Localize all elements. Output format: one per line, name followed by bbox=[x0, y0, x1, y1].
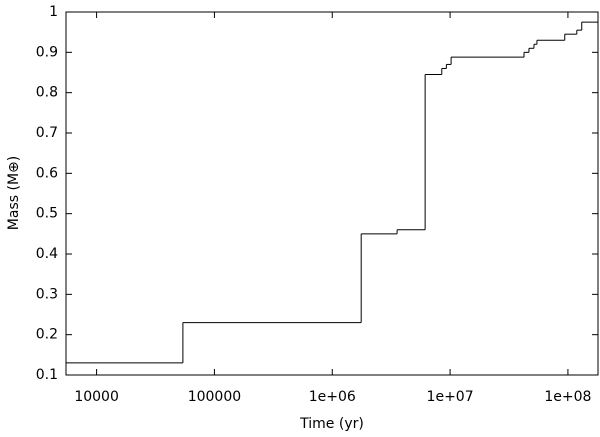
y-tick-label: 0.2 bbox=[36, 327, 58, 343]
plot-frame bbox=[65, 11, 599, 376]
x-tick-label: 1e+06 bbox=[309, 389, 356, 405]
y-tick-label: 0.9 bbox=[36, 44, 58, 60]
y-tick-label: 0.1 bbox=[36, 367, 58, 383]
y-tick-label: 0.4 bbox=[36, 246, 58, 262]
y-tick-label: 1 bbox=[49, 4, 58, 20]
y-tick-label: 0.8 bbox=[36, 85, 58, 101]
y-axis-label: Mass (M⊕) bbox=[6, 156, 22, 230]
x-tick-label: 100000 bbox=[188, 389, 241, 405]
y-tick-label: 0.7 bbox=[36, 125, 58, 141]
y-tick-label: 0.3 bbox=[36, 286, 58, 302]
y-tick-label: 0.5 bbox=[36, 206, 58, 222]
x-tick-label: 10000 bbox=[74, 389, 119, 405]
y-tick-label: 0.6 bbox=[36, 165, 58, 181]
x-tick-label: 1e+08 bbox=[544, 389, 591, 405]
x-tick-label: 1e+07 bbox=[427, 389, 474, 405]
x-axis-label: Time (yr) bbox=[299, 416, 364, 432]
